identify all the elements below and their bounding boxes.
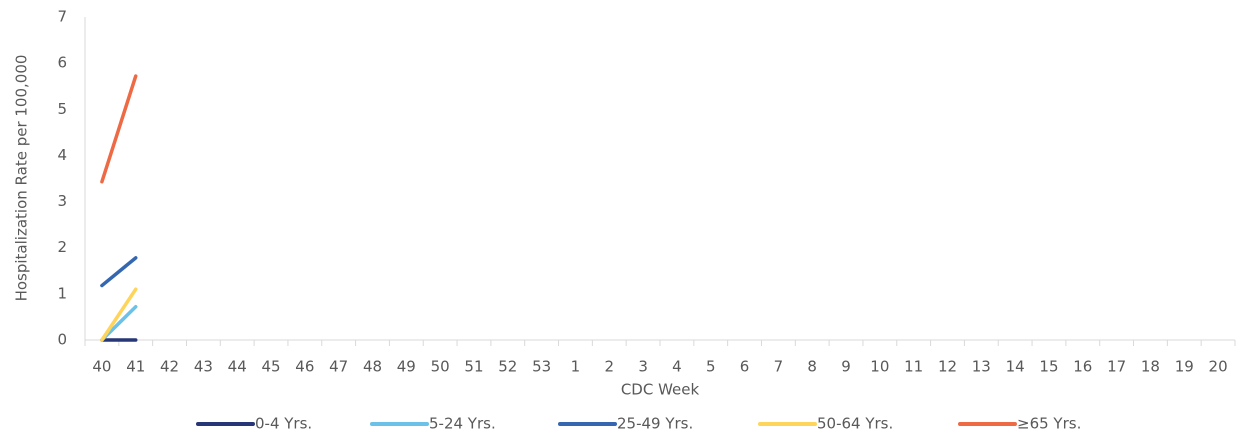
series-line (100, 287, 138, 342)
x-tick-label: 13 (972, 358, 991, 376)
x-tick-label: 51 (464, 358, 483, 376)
x-tick-label: 45 (261, 358, 280, 376)
x-tick-label: 48 (363, 358, 382, 376)
x-tick-label: 8 (807, 358, 817, 376)
x-tick-label: 17 (1107, 358, 1126, 376)
x-tick-label: 44 (228, 358, 247, 376)
x-tick-label: 3 (638, 358, 648, 376)
legend-label: 5-24 Yrs. (429, 415, 496, 433)
x-tick-label: 20 (1209, 358, 1228, 376)
x-tick-label: 2 (604, 358, 614, 376)
legend-label: 0-4 Yrs. (255, 415, 312, 433)
y-tick-label: 6 (57, 54, 67, 72)
x-tick-label: 53 (532, 358, 551, 376)
y-tick-label: 4 (57, 146, 67, 164)
x-tick-label: 5 (706, 358, 716, 376)
x-tick-label: 7 (774, 358, 784, 376)
series-line (100, 74, 138, 184)
x-tick-label: 6 (740, 358, 750, 376)
legend-label: ≥65 Yrs. (1017, 415, 1081, 433)
y-tick-label: 2 (57, 238, 67, 256)
y-tick-label: 7 (57, 8, 67, 26)
x-tick-label: 46 (295, 358, 314, 376)
x-tick-label: 11 (904, 358, 923, 376)
x-tick-label: 43 (194, 358, 213, 376)
series-line (100, 256, 138, 288)
x-tick-label: 19 (1175, 358, 1194, 376)
x-tick-label: 50 (431, 358, 450, 376)
x-axis-title: CDC Week (621, 381, 700, 399)
x-tick-label: 47 (329, 358, 348, 376)
x-tick-label: 52 (498, 358, 517, 376)
x-tick-label: 9 (841, 358, 851, 376)
x-tick-label: 14 (1006, 358, 1025, 376)
y-tick-label: 0 (57, 331, 67, 349)
x-tick-label: 41 (126, 358, 145, 376)
x-tick-label: 16 (1073, 358, 1092, 376)
y-tick-label: 1 (57, 284, 67, 302)
y-tick-label: 5 (57, 100, 67, 118)
legend-label: 50-64 Yrs. (817, 415, 893, 433)
legend-label: 25-49 Yrs. (617, 415, 693, 433)
x-tick-label: 42 (160, 358, 179, 376)
x-tick-label: 12 (938, 358, 957, 376)
y-axis-title: Hospitalization Rate per 100,000 (13, 55, 31, 302)
x-tick-label: 10 (870, 358, 889, 376)
x-tick-label: 49 (397, 358, 416, 376)
x-tick-label: 18 (1141, 358, 1160, 376)
x-tick-label: 1 (571, 358, 581, 376)
x-tick-label: 40 (92, 358, 111, 376)
y-tick-label: 3 (57, 192, 67, 210)
x-tick-label: 15 (1039, 358, 1058, 376)
x-tick-label: 4 (672, 358, 682, 376)
